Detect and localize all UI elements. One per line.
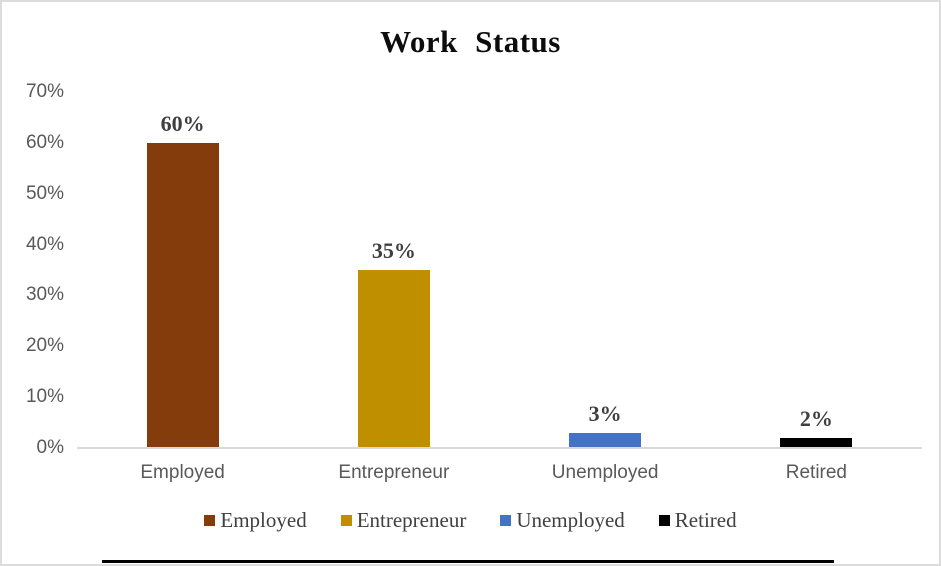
y-tick-label: 30% <box>25 284 64 306</box>
y-tick-label: 0% <box>36 437 64 458</box>
y-tick-label: 10% <box>25 386 64 408</box>
legend-item: Employed <box>204 508 307 533</box>
legend-item: Entrepreneur <box>340 508 467 533</box>
chart-legend: Employed Entrepreneur Unemployed Retired <box>2 508 939 533</box>
x-axis-line <box>77 447 922 449</box>
bar-value-label: 3% <box>588 400 622 426</box>
bar-value-label: 2% <box>799 405 833 431</box>
bottom-rule <box>102 560 834 563</box>
legend-label: Entrepreneur <box>356 508 467 532</box>
legend-label: Retired <box>674 508 737 532</box>
y-tick-label: 50% <box>25 182 64 204</box>
legend-swatch-icon <box>340 515 352 526</box>
legend-item: Retired <box>658 508 737 533</box>
legend-label: Employed <box>220 508 307 532</box>
legend-swatch-icon <box>204 515 216 526</box>
x-category-label: Retired <box>785 462 847 483</box>
bar-value-label: 35% <box>371 238 416 263</box>
y-tick-label: 70% <box>25 81 64 102</box>
x-category-label: Employed <box>140 462 225 483</box>
bar-entrepreneur <box>357 270 430 448</box>
x-category-label: Unemployed <box>551 462 659 483</box>
y-tick-label: 20% <box>25 335 64 357</box>
legend-item: Unemployed <box>500 508 625 533</box>
y-tick-label: 60% <box>25 131 64 153</box>
bar-value-label: 60% <box>160 110 205 136</box>
bar-employed <box>146 142 219 448</box>
bar-unemployed <box>569 432 642 448</box>
bar-retired <box>780 437 853 448</box>
legend-swatch-icon <box>658 515 670 526</box>
legend-swatch-icon <box>500 515 512 526</box>
legend-label: Unemployed <box>516 508 625 532</box>
x-category-label: Entrepreneur <box>338 462 450 483</box>
y-tick-label: 40% <box>25 233 64 255</box>
chart-title: Work Status <box>380 24 561 59</box>
